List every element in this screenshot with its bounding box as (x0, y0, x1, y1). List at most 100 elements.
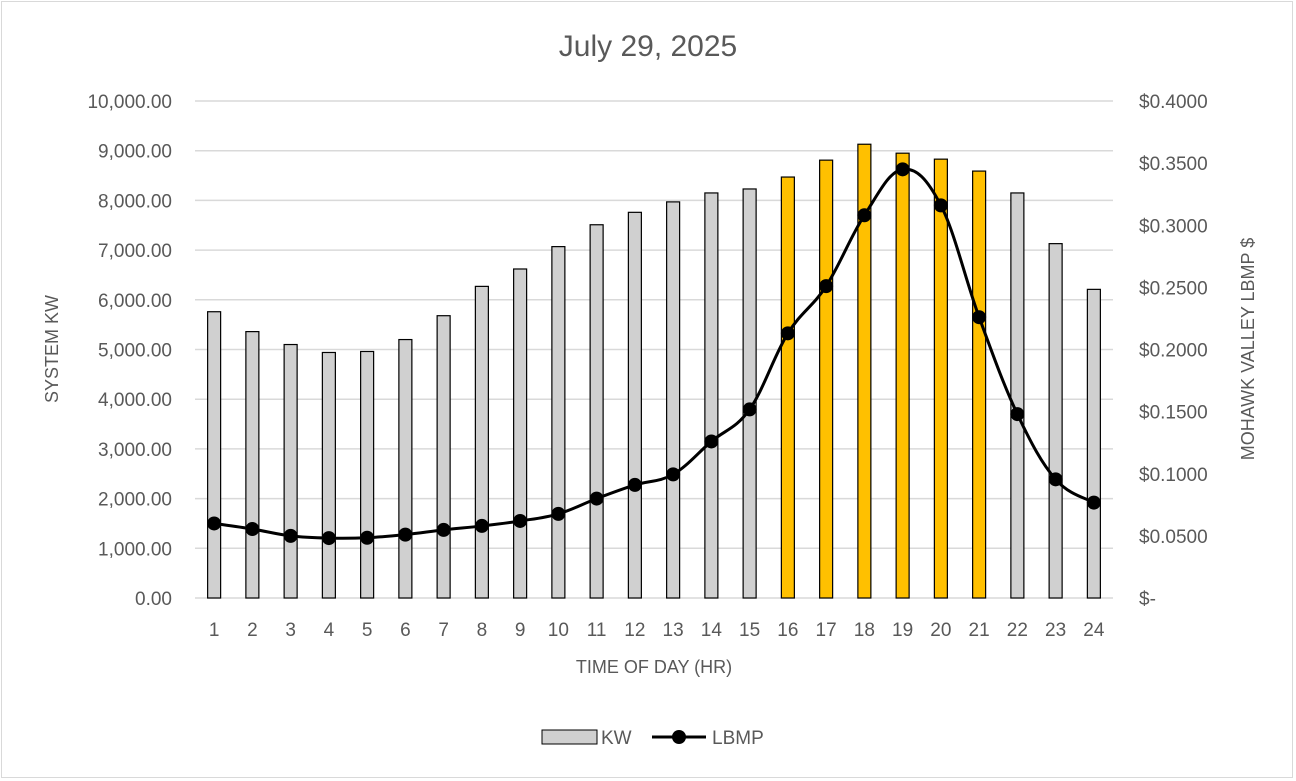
bar-kw-3 (283, 343, 298, 599)
bar-kw-22 (1010, 192, 1025, 599)
x-tick-label: 17 (816, 620, 837, 641)
y-tick-label: 6,000.00 (98, 291, 172, 312)
bar-kw-7 (436, 315, 451, 599)
x-tick-label: 4 (324, 620, 335, 641)
lbmp-point-2 (245, 522, 260, 537)
lbmp-point-23 (1048, 472, 1063, 487)
lbmp-point-5 (360, 530, 375, 545)
lbmp-line (207, 162, 1101, 546)
x-tick-label: 18 (854, 620, 875, 641)
legend-kw-swatch (541, 729, 598, 745)
x-tick-label: 7 (438, 620, 449, 641)
bar-kw-18 (857, 143, 872, 599)
bar-kw-10 (551, 246, 566, 599)
lbmp-point-18 (857, 208, 872, 223)
bar-kw-20 (933, 158, 948, 599)
bar-kw-16 (780, 176, 795, 599)
lbmp-point-1 (207, 516, 222, 531)
lbmp-point-7 (436, 522, 451, 537)
lbmp-point-13 (666, 467, 681, 482)
y-tick-label: 8,000.00 (98, 191, 172, 212)
x-tick-label: 22 (1007, 620, 1028, 641)
lbmp-point-11 (589, 491, 604, 506)
lbmp-point-9 (513, 513, 528, 528)
x-tick-label: 10 (548, 620, 569, 641)
y-tick-label: 7,000.00 (98, 241, 172, 262)
y2-axis-title: MOHAWK VALLEY LBMP $ (1238, 238, 1258, 460)
lbmp-point-16 (780, 326, 795, 341)
x-tick-label: 8 (477, 620, 488, 641)
lbmp-point-14 (704, 434, 719, 449)
bar-kw-4 (321, 351, 336, 599)
y2-tick-label: $0.1500 (1139, 403, 1208, 424)
y2-tick-label: $0.3000 (1139, 216, 1208, 237)
y-axis-title: SYSTEM KW (42, 295, 62, 403)
y2-tick-label: $0.2500 (1139, 278, 1208, 299)
lbmp-point-17 (819, 279, 834, 294)
bar-kw-17 (819, 159, 834, 599)
kw-bars (207, 143, 1101, 599)
y2-tick-label: $- (1139, 589, 1156, 610)
x-axis-ticks: 1 2 3 4 5 6 7 8 9 10 11 12 13 14 15 16 17 18 19 20 21 22 23 24 (209, 620, 1105, 641)
bar-kw-9 (513, 268, 528, 599)
bar-kw-24 (1086, 288, 1101, 599)
bar-kw-13 (666, 201, 681, 599)
x-tick-label: 14 (701, 620, 723, 641)
bar-kw-19 (895, 152, 910, 599)
y-tick-label: 10,000.00 (87, 92, 172, 113)
lbmp-point-15 (742, 402, 757, 417)
x-tick-label: 9 (515, 620, 526, 641)
legend: KW LBMP (541, 728, 764, 749)
y2-tick-label: $0.1000 (1139, 465, 1208, 486)
y-tick-label: 5,000.00 (98, 341, 172, 362)
x-tick-label: 2 (247, 620, 258, 641)
lbmp-point-10 (551, 506, 566, 521)
bar-kw-12 (627, 211, 642, 599)
y2-tick-label: $0.4000 (1139, 92, 1208, 113)
bar-kw-6 (398, 338, 413, 599)
y-tick-label: 3,000.00 (98, 440, 172, 461)
bar-kw-21 (972, 170, 987, 599)
y2-tick-label: $0.2000 (1139, 341, 1208, 362)
legend-lbmp-marker (672, 730, 686, 744)
bar-kw-11 (589, 224, 604, 599)
legend-kw-label: KW (601, 728, 632, 749)
lbmp-point-24 (1086, 495, 1101, 510)
x-tick-label: 3 (285, 620, 296, 641)
lbmp-point-12 (627, 477, 642, 492)
x-tick-label: 16 (777, 620, 798, 641)
y2-axis-ticks: $- $0.0500 $0.1000 $0.1500 $0.2000 $0.2500 $0.… (1139, 92, 1208, 610)
bar-kw-2 (245, 331, 260, 599)
lbmp-point-21 (972, 310, 987, 325)
y-tick-label: 0.00 (135, 589, 172, 610)
y-tick-label: 1,000.00 (98, 539, 172, 560)
x-tick-label: 11 (587, 620, 607, 641)
x-tick-label: 5 (362, 620, 373, 641)
chart-title: July 29, 2025 (559, 30, 737, 63)
bar-kw-15 (742, 188, 757, 599)
y2-tick-label: $0.0500 (1139, 527, 1208, 548)
x-tick-label: 12 (624, 620, 645, 641)
lbmp-point-20 (933, 198, 948, 213)
x-axis-title: TIME OF DAY (HR) (576, 657, 732, 677)
y2-tick-label: $0.3500 (1139, 154, 1208, 175)
y-tick-label: 2,000.00 (98, 490, 172, 511)
lbmp-point-19 (895, 162, 910, 177)
bar-kw-5 (360, 350, 375, 599)
x-tick-label: 15 (739, 620, 760, 641)
gridlines (195, 100, 1113, 599)
lbmp-point-22 (1010, 407, 1025, 422)
bar-kw-23 (1048, 243, 1063, 599)
bar-kw-1 (207, 311, 222, 599)
bar-kw-14 (704, 192, 719, 599)
lbmp-point-4 (321, 531, 336, 546)
lbmp-point-8 (474, 518, 489, 533)
lbmp-series-line (213, 167, 1095, 540)
x-tick-label: 21 (969, 620, 990, 641)
x-tick-label: 20 (930, 620, 951, 641)
lbmp-point-6 (398, 527, 413, 542)
x-tick-label: 24 (1083, 620, 1105, 641)
y-tick-label: 9,000.00 (98, 142, 172, 163)
x-tick-label: 23 (1045, 620, 1066, 641)
